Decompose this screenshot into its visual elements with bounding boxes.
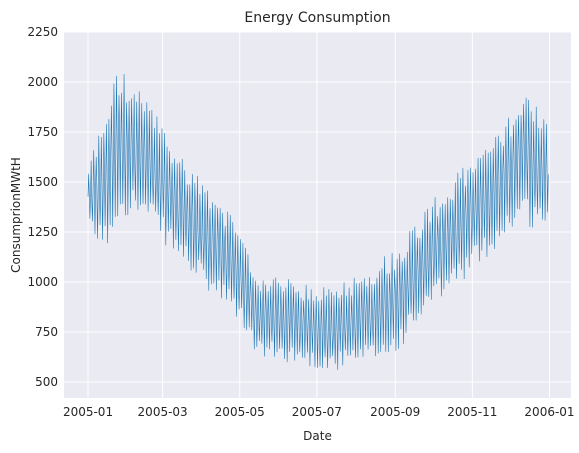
grid-lines [64, 31, 571, 398]
y-axis-title: ConsumprionMWtH [9, 157, 23, 273]
x-tick-label: 2005-09 [370, 405, 420, 419]
y-tick-label: 1000 [27, 275, 58, 289]
series-line [87, 73, 549, 370]
x-tick-label: 2005-03 [138, 405, 188, 419]
y-tick-label: 1500 [27, 175, 58, 189]
x-tick-label: 2005-05 [215, 405, 265, 419]
y-tick-label: 2250 [27, 25, 58, 39]
series-layer [87, 73, 549, 370]
x-tick-label: 2005-11 [447, 405, 497, 419]
x-tick-label: 2005-01 [63, 405, 113, 419]
chart-title: Energy Consumption [244, 10, 390, 26]
y-tick-label: 750 [35, 325, 58, 339]
x-tick-label: 2006-01 [524, 405, 574, 419]
y-tick-label: 500 [35, 375, 58, 389]
x-tick-label: 2005-07 [292, 405, 342, 419]
x-axis-title: Date [303, 429, 332, 443]
y-tick-label: 2000 [27, 75, 58, 89]
y-tick-label: 1750 [27, 125, 58, 139]
y-tick-label: 1250 [27, 225, 58, 239]
x-tick-labels: 2005-01 2005-03 2005-05 2005-07 2005-09 2005-… [63, 405, 575, 419]
y-tick-labels: 500 750 1000 1250 1500 1750 2000 2250 [27, 25, 58, 389]
